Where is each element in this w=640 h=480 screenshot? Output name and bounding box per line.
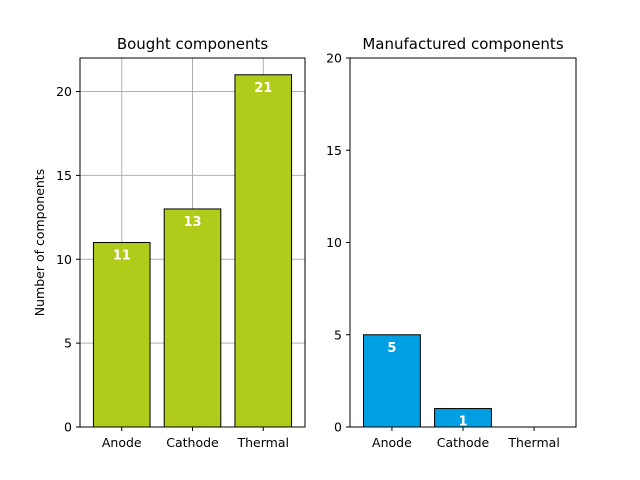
x-tick-label: Cathode <box>437 435 490 450</box>
chart-title: Bought components <box>117 35 269 53</box>
x-tick-label: Thermal <box>237 435 289 450</box>
y-tick-label: 20 <box>326 51 342 66</box>
bought-components-chart: 11 13 21 0 5 10 15 20 Anode Cathode Thermal Bough… <box>32 35 306 450</box>
y-tick-label: 20 <box>56 84 72 99</box>
bar-data-label: 21 <box>254 81 272 96</box>
y-tick-label: 15 <box>56 168 72 183</box>
y-tick-label: 0 <box>334 420 342 435</box>
y-tick-label: 0 <box>64 420 72 435</box>
x-tick-label: Cathode <box>166 435 219 450</box>
bars-layer: 51 <box>363 334 492 430</box>
chart-title: Manufactured components <box>362 35 563 53</box>
y-tick-label: 5 <box>334 327 342 342</box>
bars-layer: 11 13 21 <box>92 74 293 428</box>
bar-data-label: 13 <box>183 215 201 230</box>
y-tick-label: 5 <box>64 336 72 351</box>
bar-data-label: 5 <box>387 341 396 356</box>
bar-cathode <box>163 208 222 428</box>
bar-data-label: 1 <box>458 415 467 430</box>
x-tick-label: Thermal <box>507 435 559 450</box>
y-tick-label: 15 <box>326 143 342 158</box>
bar-anode <box>363 334 421 428</box>
y-axis-label: Number of components <box>32 169 47 316</box>
y-tick-label: 10 <box>56 252 72 267</box>
x-tick-label: Anode <box>372 435 412 450</box>
ticks-layer: 0 5 10 15 20 Anode Cathode Thermal <box>56 84 289 450</box>
bar-data-label: 11 <box>113 249 131 264</box>
x-tick-label: Anode <box>102 435 142 450</box>
bar-thermal <box>234 74 293 428</box>
y-tick-label: 10 <box>326 235 342 250</box>
bar-anode <box>92 242 151 428</box>
